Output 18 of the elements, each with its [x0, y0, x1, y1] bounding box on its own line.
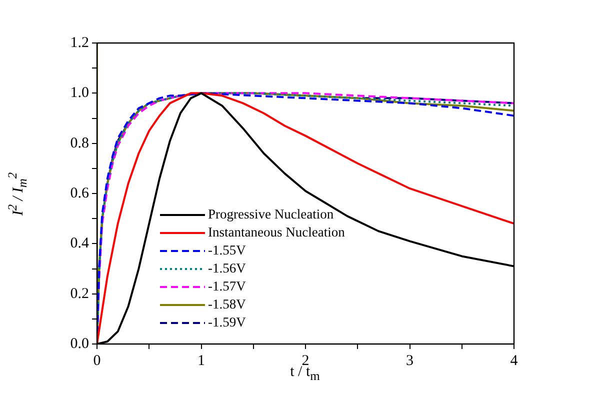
y-tick-label: 0.8 — [70, 135, 89, 152]
legend-label: -1.57V — [208, 278, 246, 294]
legend-label: Instantaneous Nucleation — [208, 224, 346, 240]
y-tick-label: 0.0 — [70, 336, 89, 352]
y-tick-label: 0.4 — [70, 236, 90, 252]
legend-label: Progressive Nucleation — [208, 206, 334, 222]
y-tick-label: 1.0 — [70, 85, 89, 102]
legend-label: -1.58V — [208, 296, 246, 312]
x-tick-label: 3 — [406, 352, 414, 369]
legend-label: -1.59V — [208, 314, 246, 330]
x-tick-label: 0 — [93, 352, 101, 369]
legend-label: -1.56V — [208, 260, 246, 276]
y-tick-label: 0.6 — [70, 185, 90, 202]
y-tick-label: 1.2 — [70, 34, 89, 51]
legend-label: -1.55V — [208, 242, 246, 258]
x-tick-label: 4 — [510, 352, 518, 369]
x-tick-label: 1 — [198, 352, 205, 369]
y-tick-label: 0.2 — [70, 286, 89, 302]
